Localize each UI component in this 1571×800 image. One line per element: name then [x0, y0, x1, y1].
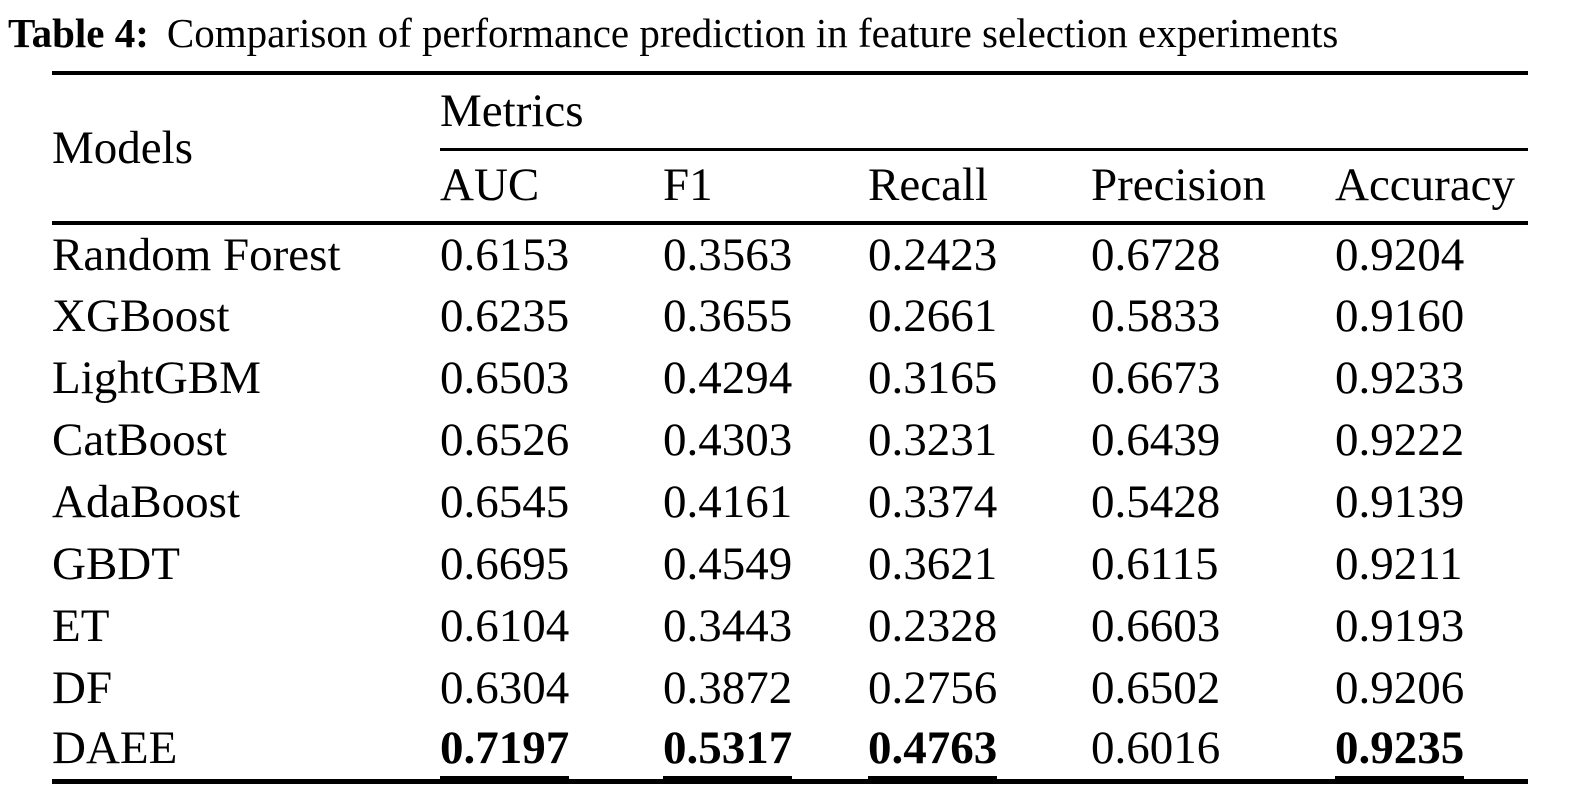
- metric-value-cell: 0.9206: [1335, 661, 1465, 714]
- metric-value-cell: 0.6115: [1091, 537, 1219, 590]
- table-row-gbdt: GBDT 0.6695 0.4549 0.3621 0.6115 0.9211: [52, 533, 1528, 595]
- column-header-recall: Recall: [868, 159, 989, 212]
- metric-value-cell: 0.6016: [1091, 722, 1221, 775]
- best-value: 0.7197: [440, 722, 570, 781]
- metric-value-cell: 0.3165: [868, 351, 998, 404]
- best-value: 0.4763: [868, 722, 998, 781]
- metric-value-cell: 0.2423: [868, 221, 1091, 286]
- metric-value-cell: 0.9233: [1335, 351, 1465, 404]
- metric-value-cell: 0.6439: [1091, 413, 1221, 466]
- table-row-et: ET 0.6104 0.3443 0.2328 0.6603 0.9193: [52, 595, 1528, 657]
- metric-value-cell: 0.6526: [440, 413, 570, 466]
- table-caption: Table 4: Comparison of performance predic…: [0, 0, 1571, 57]
- metric-value-cell-best: 0.5317: [663, 719, 868, 781]
- metric-value-cell: 0.6153: [440, 221, 663, 286]
- table-row-random-forest: Random Forest 0.6153 0.3563 0.2423 0.672…: [52, 221, 1529, 286]
- metric-value-cell: 0.4303: [663, 413, 793, 466]
- model-name-cell: ET: [52, 599, 110, 652]
- column-header-auc: AUC: [440, 159, 540, 212]
- metric-value-cell: 0.3872: [663, 661, 793, 714]
- model-name-cell: Random Forest: [52, 221, 440, 286]
- model-name-cell: XGBoost: [52, 289, 230, 342]
- model-name-cell: GBDT: [52, 537, 180, 590]
- metric-value-cell: 0.9204: [1335, 221, 1529, 286]
- table-row-lightgbm: LightGBM 0.6503 0.4294 0.3165 0.6673 0.9…: [52, 347, 1528, 409]
- metric-value-cell: 0.6728: [1091, 221, 1335, 286]
- metric-value-cell: 0.3655: [663, 289, 793, 342]
- metric-value-cell-best: 0.4763: [868, 719, 1091, 781]
- column-header-f1: F1: [663, 159, 713, 212]
- metric-value-cell: 0.3621: [868, 537, 998, 590]
- metric-value-cell: 0.2661: [868, 289, 998, 342]
- metric-value-cell: 0.2328: [868, 599, 998, 652]
- column-header-precision: Precision: [1091, 159, 1266, 212]
- metric-headers-row: AUC F1 Recall Precision Accuracy: [52, 149, 1528, 223]
- metric-value-cell: 0.5833: [1091, 289, 1221, 342]
- metric-value-cell: 0.9211: [1335, 537, 1463, 590]
- metric-value-cell: 0.6545: [440, 475, 570, 528]
- column-header-accuracy: Accuracy: [1335, 159, 1516, 212]
- table-caption-text: Comparison of performance prediction in …: [166, 10, 1339, 56]
- metric-value-cell-best: 0.7197: [440, 719, 663, 781]
- metric-value-cell: 0.6235: [440, 289, 570, 342]
- metric-value-cell: 0.6304: [440, 661, 570, 714]
- metric-value-cell: 0.3563: [663, 221, 868, 286]
- metric-value-cell: 0.4161: [663, 475, 793, 528]
- table-caption-label: Table 4:: [8, 10, 149, 56]
- metric-value-cell-best: 0.9235: [1335, 719, 1528, 781]
- models-column-header: Models: [52, 121, 193, 174]
- metric-value-cell: 0.9160: [1335, 289, 1465, 342]
- metric-value-cell: 0.6104: [440, 599, 570, 652]
- table-row-xgboost: XGBoost 0.6235 0.3655 0.2661 0.5833 0.91…: [52, 285, 1528, 347]
- header-group-row: Models Metrics: [52, 73, 1529, 171]
- metric-value-cell: 0.6503: [440, 351, 570, 404]
- metric-value-cell: 0.2756: [868, 661, 998, 714]
- metric-value-cell: 0.3231: [868, 413, 998, 466]
- metric-value-cell: 0.6603: [1091, 599, 1221, 652]
- table-row-daee: DAEE 0.7197 0.5317 0.4763 0.6016 0.9235: [52, 719, 1528, 781]
- table-row-df: DF 0.6304 0.3872 0.2756 0.6502 0.9206: [52, 657, 1528, 719]
- metric-value-cell: 0.6502: [1091, 661, 1221, 714]
- metric-value-cell: 0.5428: [1091, 475, 1221, 528]
- model-name-cell: CatBoost: [52, 413, 227, 466]
- best-value: 0.9235: [1335, 722, 1465, 781]
- model-name-cell: LightGBM: [52, 351, 261, 404]
- table-row-adaboost: AdaBoost 0.6545 0.4161 0.3374 0.5428 0.9…: [52, 471, 1528, 533]
- model-name-cell: DF: [52, 661, 113, 714]
- metric-value-cell: 0.3443: [663, 599, 793, 652]
- table-row-catboost: CatBoost 0.6526 0.4303 0.3231 0.6439 0.9…: [52, 409, 1528, 471]
- metric-value-cell: 0.4294: [663, 351, 793, 404]
- metric-value-cell: 0.3374: [868, 475, 998, 528]
- model-name-cell: DAEE: [52, 722, 178, 775]
- metric-value-cell: 0.4549: [663, 537, 793, 590]
- metric-value-cell: 0.6695: [440, 537, 570, 590]
- best-value: 0.5317: [663, 722, 793, 781]
- metric-value-cell: 0.9222: [1335, 413, 1465, 466]
- metric-value-cell: 0.6673: [1091, 351, 1221, 404]
- metric-value-cell: 0.9193: [1335, 599, 1465, 652]
- metric-value-cell: 0.9139: [1335, 475, 1465, 528]
- metrics-group-header: Metrics: [440, 73, 1529, 151]
- results-table: Models Metrics AUC F1 Recall Precision A…: [52, 71, 1529, 784]
- model-name-cell: AdaBoost: [52, 475, 240, 528]
